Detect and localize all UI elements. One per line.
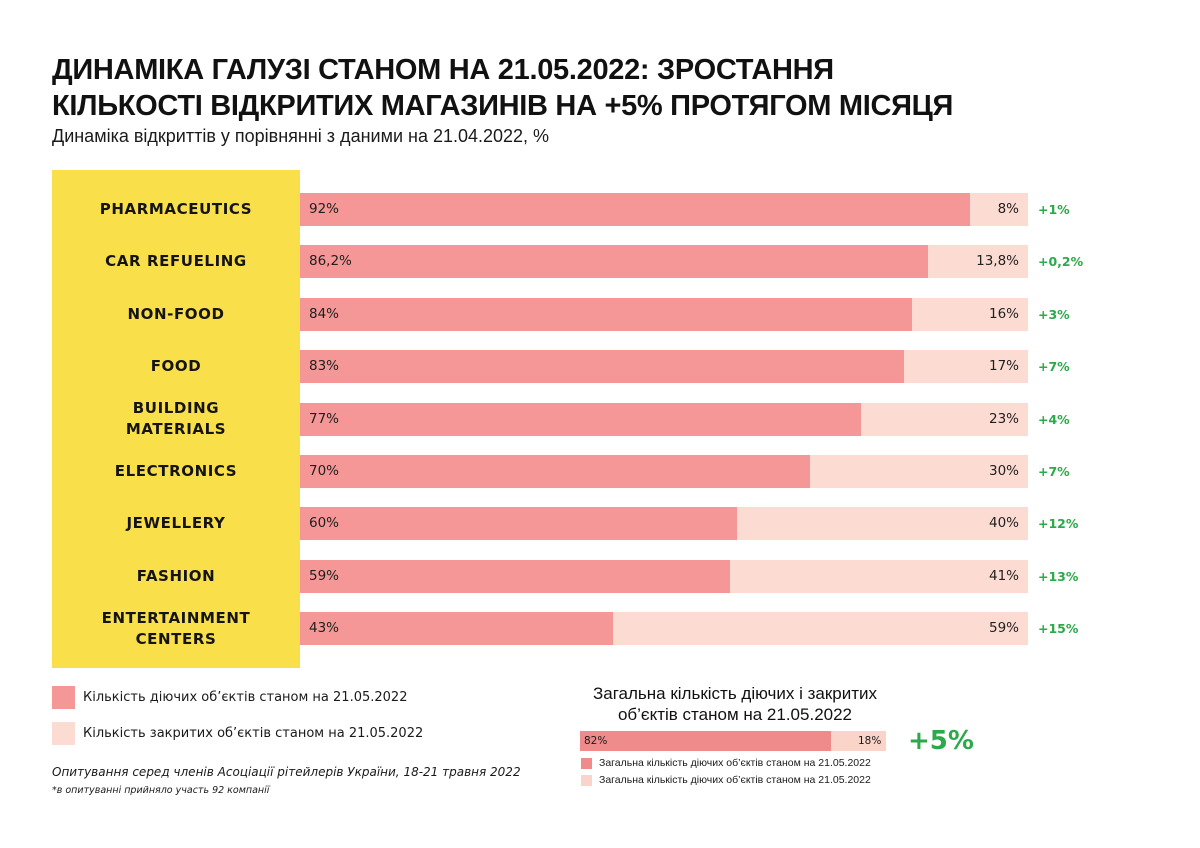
bar-open	[300, 559, 730, 593]
summary-legend-closed: Загальна кількість діючих об’єктів стано…	[581, 774, 871, 786]
participants-note: *в опитуванні прийняло участь 92 компані…	[52, 785, 270, 796]
closed-value-label: 40%	[988, 515, 1019, 532]
legend-swatch-closed	[52, 722, 75, 745]
summary-legend-swatch-open	[581, 757, 592, 769]
closed-value-label: 59%	[988, 620, 1019, 637]
category-label-line: FASHION	[136, 566, 216, 585]
closed-value-label: 30%	[988, 463, 1019, 479]
change-value-label: +3%	[1038, 306, 1070, 322]
category-label: ELECTRONICS	[52, 455, 300, 488]
bar-closed	[904, 350, 1028, 384]
bar-open	[300, 402, 861, 436]
chart-subtitle: Динаміка відкриттів у порівнянні з даним…	[52, 126, 550, 146]
legend-item-closed: Кількість закритих об’єктів станом на 21…	[52, 722, 423, 745]
summary-legend-swatch-closed	[581, 774, 592, 786]
closed-value-label: 41%	[988, 567, 1019, 584]
category-label-line: PHARMACEUTICS	[99, 200, 253, 218]
change-value-label: +12%	[1038, 516, 1079, 532]
closed-value-label: 23%	[988, 410, 1019, 427]
category-label-line: ELECTRONICS	[114, 462, 238, 480]
page-title: ДИНАМІКА ГАЛУЗІ СТАНОМ НА 21.05.2022: ЗР…	[52, 52, 1052, 124]
open-value-label: 83%	[309, 358, 340, 375]
category-label-line: MATERIALS	[125, 420, 227, 439]
change-value-label: +7%	[1038, 464, 1070, 479]
bar-closed	[928, 245, 1028, 279]
bar-closed	[737, 507, 1028, 541]
legend-item-open: Кількість діючих об’єктів станом на 21.0…	[52, 686, 407, 709]
category-label-line: NON-FOOD	[127, 304, 225, 323]
bar-open	[300, 507, 737, 541]
bar-open	[300, 193, 970, 226]
category-label: JEWELLERY	[52, 507, 300, 540]
change-value-label: +0,2%	[1038, 254, 1084, 270]
legend-label-closed: Кількість закритих об’єктів станом на 21…	[83, 726, 424, 741]
legend-swatch-open	[52, 686, 75, 709]
open-value-label: 92%	[309, 201, 340, 217]
category-label-line: FOOD	[150, 357, 202, 376]
title-line-2: КІЛЬКОСТІ ВІДКРИТИХ МАГАЗИНІВ НА +5% ПРО…	[52, 90, 954, 122]
bar-open	[300, 350, 904, 384]
title-line-1: ДИНАМІКА ГАЛУЗІ СТАНОМ НА 21.05.2022: ЗР…	[52, 54, 834, 86]
bar-closed	[970, 193, 1028, 226]
change-value-label: +13%	[1038, 568, 1079, 584]
change-value-label: +1%	[1038, 202, 1070, 217]
category-label: BUILDING MATERIALS	[52, 399, 300, 439]
open-value-label: 60%	[309, 515, 340, 532]
source-note: Опитування серед членів Асоціації рітейл…	[52, 765, 521, 779]
category-label: FASHION	[52, 560, 300, 593]
bar-open	[300, 612, 613, 646]
category-label-line: CAR REFUELING	[105, 252, 247, 271]
bar-closed	[810, 455, 1028, 488]
category-label: PHARMACEUTICS	[52, 193, 300, 226]
category-label: ENTERTAINMENT CENTERS	[52, 608, 300, 648]
closed-value-label: 16%	[988, 305, 1019, 322]
open-value-label: 86,2%	[309, 253, 352, 270]
closed-value-label: 8%	[997, 201, 1019, 217]
open-value-label: 70%	[309, 463, 340, 479]
category-label-line: BUILDING	[132, 399, 220, 418]
change-value-label: +7%	[1038, 359, 1070, 375]
summary-title-line-2: об’єктів станом на 21.05.2022	[617, 705, 853, 724]
closed-value-label: 17%	[988, 358, 1019, 375]
change-value-label: +15%	[1038, 621, 1079, 637]
bar-open	[300, 297, 912, 331]
category-label-line: ENTERTAINMENT	[101, 608, 251, 627]
summary-closed-label: 18%	[858, 735, 882, 747]
category-panel	[52, 170, 300, 668]
category-label: CAR REFUELING	[52, 245, 300, 278]
legend-label-open: Кількість діючих об’єктів станом на 21.0…	[83, 690, 408, 705]
change-value-label: +4%	[1038, 411, 1070, 427]
open-value-label: 59%	[309, 567, 340, 584]
summary-legend-label-open: Загальна кількість діючих об’єктів стано…	[599, 757, 871, 769]
summary-legend-open: Загальна кількість діючих об’єктів стано…	[581, 757, 871, 769]
open-value-label: 77%	[309, 410, 340, 427]
open-value-label: 84%	[309, 305, 340, 322]
bar-open	[300, 245, 928, 279]
category-label-line: JEWELLERY	[126, 514, 226, 533]
summary-bar-open	[580, 731, 831, 751]
closed-value-label: 13,8%	[976, 253, 1019, 270]
summary-title-line-1: Загальна кількість діючих і закритих	[593, 684, 877, 703]
summary-title: Загальна кількість діючих і закритих об’…	[560, 683, 910, 725]
summary-bar-closed	[831, 731, 886, 751]
bar-closed	[730, 559, 1028, 593]
summary-legend-label-closed: Загальна кількість діючих об’єктів стано…	[599, 774, 871, 786]
bar-closed	[613, 612, 1028, 646]
bar-closed	[861, 402, 1028, 436]
summary-change-value: +5%	[908, 726, 974, 756]
category-label-line: CENTERS	[135, 629, 217, 648]
summary-open-label: 82%	[584, 735, 608, 747]
category-label: FOOD	[52, 350, 300, 383]
bar-open	[300, 455, 810, 488]
open-value-label: 43%	[309, 620, 340, 637]
bar-closed	[912, 297, 1028, 331]
category-label: NON-FOOD	[52, 298, 300, 331]
